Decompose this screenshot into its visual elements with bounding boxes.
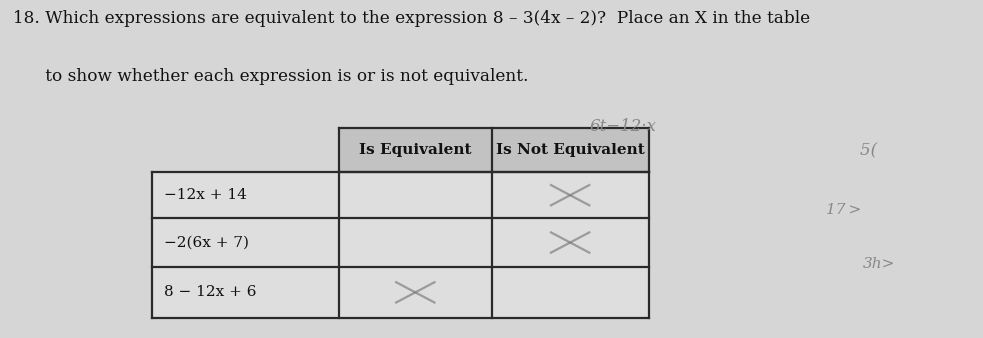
Text: to show whether each expression is or is not equivalent.: to show whether each expression is or is… (13, 68, 528, 84)
Text: 6t−12·x: 6t−12·x (590, 118, 657, 135)
Text: −2(6x + 7): −2(6x + 7) (164, 236, 249, 249)
Text: 8 − 12x + 6: 8 − 12x + 6 (164, 285, 257, 299)
Text: −12x + 14: −12x + 14 (164, 188, 247, 202)
FancyBboxPatch shape (152, 267, 649, 318)
Text: 17 >: 17 > (826, 203, 861, 217)
FancyBboxPatch shape (152, 218, 649, 267)
FancyBboxPatch shape (152, 172, 649, 218)
Text: Is Not Equivalent: Is Not Equivalent (495, 143, 645, 158)
Text: Is Equivalent: Is Equivalent (359, 143, 472, 158)
Text: 5(: 5( (860, 142, 881, 159)
FancyBboxPatch shape (339, 128, 649, 172)
Text: 18. Which expressions are equivalent to the expression 8 – 3(4x – 2)?  Place an : 18. Which expressions are equivalent to … (13, 10, 810, 27)
Text: 3h>: 3h> (863, 257, 896, 271)
